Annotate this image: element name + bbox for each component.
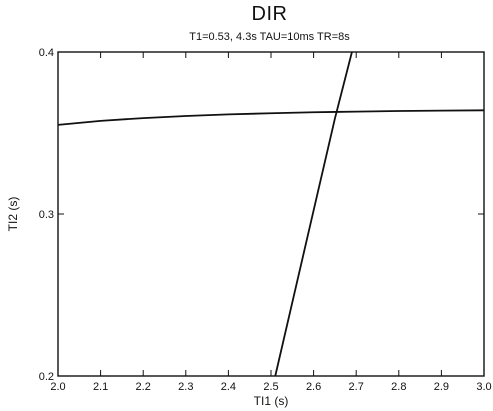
y-tick-label: 0.2 — [39, 371, 54, 383]
y-tick-label: 0.4 — [39, 47, 54, 59]
x-tick-label: 2.8 — [391, 381, 406, 393]
series-line-1 — [57, 109, 485, 126]
x-tick-label: 2.9 — [434, 381, 449, 393]
x-tick-label: 2.2 — [136, 381, 151, 393]
x-tick-label: 2.6 — [306, 381, 321, 393]
chart-subtitle: T1=0.53, 4.3s TAU=10ms TR=8s — [189, 31, 350, 43]
x-tick-label: 2.3 — [178, 381, 193, 393]
y-tick-label: 0.3 — [39, 209, 54, 221]
series-line-2 — [274, 51, 353, 377]
plot-frame — [57, 51, 485, 377]
x-tick-label: 2.7 — [349, 381, 364, 393]
y-axis-label: TI2 (s) — [6, 197, 20, 232]
x-ticks: 2.0 2.1 2.2 2.3 2.4 2.5 2.6 2.7 2.8 2.9 3.0 — [50, 52, 492, 393]
x-tick-label: 2.5 — [263, 381, 278, 393]
series-layer — [57, 51, 485, 377]
x-tick-label: 2.4 — [221, 381, 236, 393]
x-tick-label: 2.1 — [93, 381, 108, 393]
x-axis-label: TI1 (s) — [254, 394, 289, 408]
x-tick-label: 3.0 — [476, 381, 491, 393]
chart-title: DIR — [251, 3, 288, 25]
y-ticks: 0.2 0.3 0.4 — [39, 47, 484, 383]
x-tick-label: 2.0 — [50, 381, 65, 393]
